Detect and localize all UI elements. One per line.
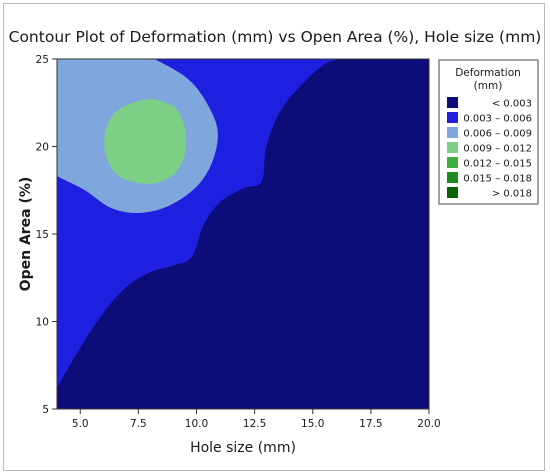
legend-label: 0.009 – 0.012 xyxy=(463,144,532,155)
legend-label: 0.003 – 0.006 xyxy=(463,114,532,125)
chart-frame: Contour Plot of Deformation (mm) vs Open… xyxy=(3,3,545,471)
x-tick-label: 15.0 xyxy=(301,418,324,430)
contour-band-0.009-0.012 xyxy=(104,99,187,184)
legend-label: > 0.018 xyxy=(492,189,532,200)
y-tick-label: 25 xyxy=(36,54,49,66)
legend-swatch xyxy=(447,187,458,198)
legend-label: 0.015 – 0.018 xyxy=(463,174,532,185)
y-tick-label: 15 xyxy=(36,229,49,241)
y-axis: 5 10 15 20 25 xyxy=(36,54,57,416)
legend-swatch xyxy=(447,127,458,138)
y-tick-label: 10 xyxy=(36,317,49,329)
legend: Deformation (mm) < 0.003 0.003 – 0.006 0.0… xyxy=(438,59,539,205)
chart-title: Contour Plot of Deformation (mm) vs Open… xyxy=(9,28,542,46)
x-axis-label: Hole size (mm) xyxy=(190,440,296,456)
legend-subtitle: (mm) xyxy=(474,80,503,92)
x-tick-label: 12.5 xyxy=(243,418,266,430)
x-tick-label: 5.0 xyxy=(72,418,89,430)
y-tick-label: 20 xyxy=(36,142,49,154)
plot-area xyxy=(56,58,430,410)
legend-label: 0.012 – 0.015 xyxy=(463,159,532,170)
x-tick-label: 17.5 xyxy=(359,418,382,430)
legend-label: 0.006 – 0.009 xyxy=(463,129,532,140)
legend-swatch xyxy=(447,97,458,108)
contour-chart: Contour Plot of Deformation (mm) vs Open… xyxy=(9,28,542,456)
legend-swatch xyxy=(447,172,458,183)
legend-label: < 0.003 xyxy=(492,99,532,110)
legend-title: Deformation xyxy=(455,67,521,79)
legend-swatch xyxy=(447,142,458,153)
contour-band-0.003 xyxy=(57,59,429,409)
x-axis: 5.0 7.5 10.0 12.5 15.0 17.5 20.0 xyxy=(72,409,441,430)
y-axis-label: Open Area (%) xyxy=(18,177,34,292)
x-tick-label: 10.0 xyxy=(185,418,208,430)
y-tick-label: 5 xyxy=(42,404,49,416)
legend-swatch xyxy=(447,112,458,123)
x-tick-label: 7.5 xyxy=(130,418,147,430)
legend-swatch xyxy=(447,157,458,168)
x-tick-label: 20.0 xyxy=(417,418,440,430)
